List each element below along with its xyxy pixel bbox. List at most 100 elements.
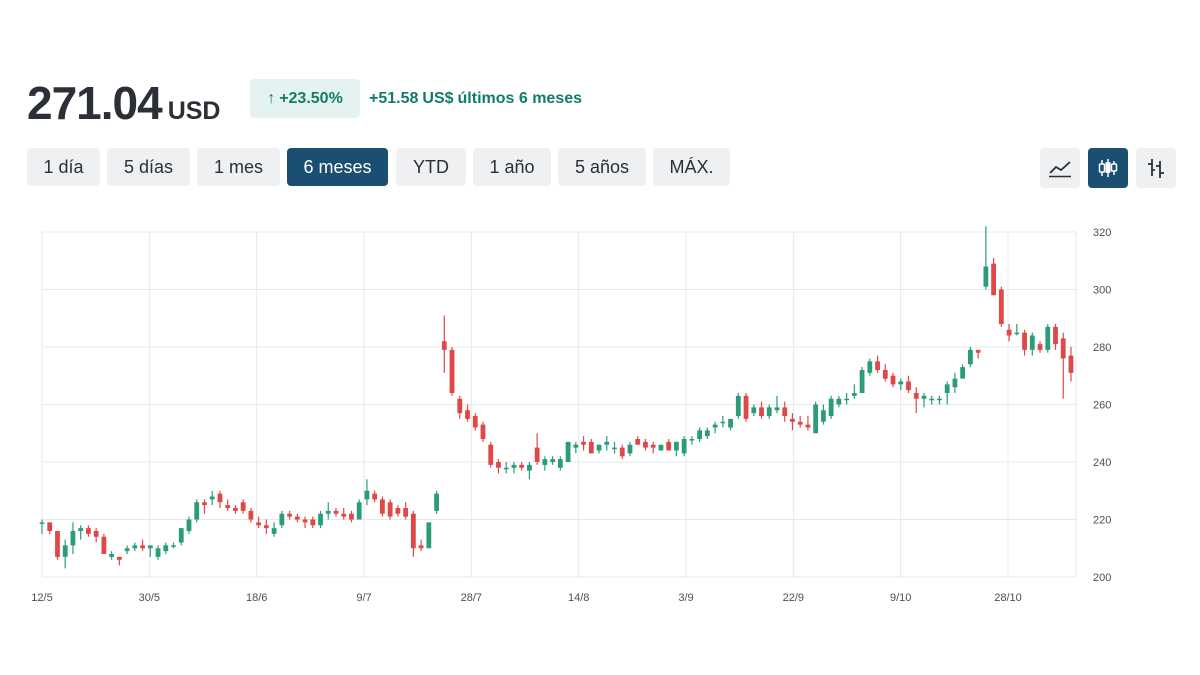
candle-body-down [93, 531, 99, 537]
candle-body-down [333, 510, 339, 514]
candle-body-down [519, 464, 525, 468]
range-label: MÁX. [669, 156, 714, 177]
candle-body-up [186, 519, 192, 531]
range-button-1m[interactable]: 1 mes [197, 148, 280, 186]
y-tick-label: 200 [1093, 572, 1111, 584]
candle-body-up [836, 398, 842, 405]
candle-body-up [573, 444, 579, 448]
candle-body-down [465, 410, 470, 419]
x-tick-label: 9/7 [356, 592, 371, 604]
line-chart-button[interactable] [1040, 148, 1080, 188]
candle-body-up [178, 528, 184, 543]
candle-body-down [1060, 338, 1066, 359]
range-button-6m[interactable]: 6 meses [287, 148, 388, 186]
candle-body-up [39, 522, 45, 524]
candle-body-down [410, 513, 416, 549]
candle-body-up [937, 398, 942, 401]
range-button-5y[interactable]: 5 años [558, 148, 646, 186]
candle-body-up [565, 441, 571, 462]
candle-body-up [851, 393, 857, 396]
candle-body-down [395, 508, 401, 514]
candle-body-up [828, 398, 834, 416]
candle-body-up [557, 459, 563, 468]
range-label: 1 año [489, 156, 535, 177]
candle-body-down [240, 502, 246, 511]
range-button-5d[interactable]: 5 días [107, 148, 190, 186]
change-summary: +51.58 US$ últimos 6 meses [369, 79, 582, 118]
candle-body-down [341, 513, 347, 517]
x-tick-label: 22/9 [783, 592, 804, 604]
range-button-max[interactable]: MÁX. [653, 148, 730, 186]
candle-body-down [650, 444, 656, 448]
candle-body-up [689, 439, 695, 441]
candle-body-up [550, 459, 556, 462]
candle-body-up [859, 370, 865, 393]
candle-body-up [171, 545, 176, 547]
y-tick-label: 300 [1093, 285, 1111, 297]
candle-body-up [62, 545, 68, 557]
candle-body-up [658, 444, 664, 451]
candle-body-up [813, 404, 819, 434]
candle-body-up [697, 430, 703, 439]
current-price: 271.04 [27, 77, 163, 129]
candle-body-up [844, 398, 850, 401]
y-tick-label: 220 [1093, 515, 1111, 527]
range-label: 6 meses [303, 156, 372, 177]
x-tick-label: 28/7 [461, 592, 482, 604]
candle-body-up [124, 548, 130, 552]
candle-body-up [503, 467, 509, 470]
x-tick-label: 18/6 [246, 592, 267, 604]
candle-body-down [441, 341, 447, 350]
range-button-ytd[interactable]: YTD [396, 148, 466, 186]
candle-body-down [140, 545, 145, 549]
candle-body-down [805, 424, 811, 428]
candle-body-up [434, 493, 439, 511]
range-button-1d[interactable]: 1 día [27, 148, 100, 186]
candle-body-down [372, 493, 378, 500]
currency-label: USD [167, 97, 221, 125]
candle-body-down [581, 441, 586, 445]
candlestick-chart-icon [1098, 159, 1118, 177]
candle-body-down [643, 441, 648, 448]
candle-body-down [55, 531, 60, 557]
range-label: 5 años [574, 156, 630, 177]
candle-body-up [542, 459, 548, 465]
candle-body-down [875, 361, 880, 370]
candle-body-down [310, 519, 316, 526]
candlestick-chart-button[interactable] [1088, 148, 1128, 188]
range-label: 1 día [43, 156, 84, 177]
candle-body-down [256, 522, 262, 526]
candle-body-down [480, 424, 486, 439]
change-period: últimos 6 meses [457, 89, 583, 107]
candle-body-down [782, 407, 788, 416]
candle-body-up [596, 444, 602, 451]
candle-body-up [132, 545, 138, 549]
candle-body-down [1006, 329, 1012, 336]
y-tick-label: 280 [1093, 342, 1111, 354]
candle-body-down [403, 508, 409, 517]
range-button-1y[interactable]: 1 año [473, 148, 551, 186]
candle-body-down [534, 447, 540, 462]
candle-body-down [975, 349, 981, 353]
y-tick-label: 260 [1093, 400, 1111, 412]
change-percent: +23.50% [279, 89, 343, 107]
arrow-up-icon: ↑ [267, 89, 276, 107]
candle-body-down [302, 519, 308, 523]
candle-body-down [1068, 355, 1074, 373]
range-label: 5 días [123, 156, 174, 177]
candle-body-up [163, 545, 169, 552]
candle-body-up [147, 545, 153, 549]
ohlc-bars-button[interactable] [1136, 148, 1176, 188]
range-label: 1 mes [213, 156, 264, 177]
candle-body-down [666, 441, 672, 451]
candle-body-up [271, 528, 277, 534]
candle-body-down [457, 398, 463, 414]
candle-body-up [983, 266, 989, 287]
price-display: 271.04 USD [27, 76, 221, 129]
candle-body-up [78, 528, 84, 531]
candle-body-up [952, 378, 958, 388]
candle-body-up [867, 361, 873, 373]
line-chart-icon [1049, 161, 1071, 178]
ohlc-bars-icon [1148, 159, 1164, 178]
candle-body-down [225, 505, 231, 508]
